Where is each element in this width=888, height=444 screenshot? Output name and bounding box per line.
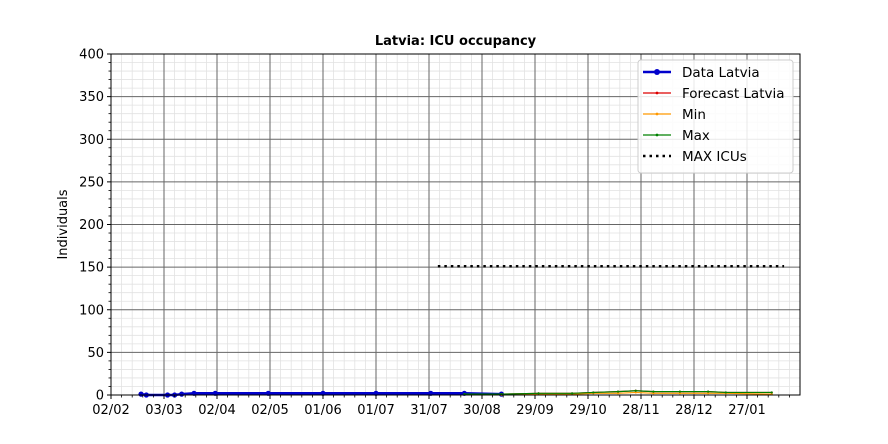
data-point [652, 390, 655, 393]
data-point [616, 390, 620, 393]
series-max [463, 389, 773, 396]
x-tick-label: 02/05 [251, 403, 288, 418]
x-tick-label: 27/01 [728, 403, 765, 418]
legend-entry: MAX ICUs [643, 149, 747, 165]
data-point [678, 392, 681, 395]
data-point [707, 392, 710, 395]
data-point [537, 392, 540, 395]
legend-label: Max [682, 128, 710, 144]
legend-label: Forecast Latvia [682, 86, 785, 102]
legend-marker [655, 91, 659, 95]
x-tick-label: 02/02 [92, 403, 129, 418]
legend-entry: Min [643, 107, 706, 123]
legend-marker [654, 69, 660, 75]
x-tick-label: 02/04 [198, 403, 235, 418]
y-tick-label: 400 [79, 48, 104, 63]
data-point [652, 392, 655, 395]
x-tick-label: 31/07 [410, 403, 447, 418]
series-data-latvia [138, 390, 505, 398]
data-point [707, 390, 710, 393]
legend-marker [655, 112, 659, 116]
x-tick-label: 28/11 [622, 403, 659, 418]
x-tick-label: 30/08 [463, 403, 500, 418]
legend-marker [655, 133, 659, 137]
axis-ticks: 0 50 100 150 200 250 300 350 400 02/02 03/03 02/04 0… [79, 48, 790, 418]
y-tick-label: 150 [79, 261, 104, 276]
x-tick-label: 29/10 [569, 403, 606, 418]
data-point [571, 392, 574, 395]
legend-box [637, 59, 794, 174]
data-point [179, 391, 185, 397]
y-tick-label: 200 [79, 218, 104, 233]
legend: Data Latvia Forecast Latvia Min Max MAX ICUs [637, 59, 794, 174]
data-point [634, 391, 637, 394]
data-point [770, 391, 773, 394]
y-tick-label: 350 [79, 90, 104, 105]
x-tick-label: 29/09 [516, 403, 553, 418]
y-tick-label: 100 [79, 303, 104, 318]
y-tick-label: 50 [87, 346, 104, 361]
y-tick-label: 250 [79, 175, 104, 190]
y-tick-label: 300 [79, 133, 104, 148]
legend-label: Data Latvia [682, 65, 760, 81]
series-layer [138, 265, 785, 398]
legend-entry: Max [643, 128, 710, 144]
x-tick-label: 28/12 [675, 403, 712, 418]
x-tick-label: 01/07 [357, 403, 394, 418]
data-point [724, 391, 727, 394]
data-point [592, 391, 595, 394]
legend-entry: Data Latvia [643, 65, 760, 81]
data-point [678, 390, 681, 393]
legend-label: MAX ICUs [682, 149, 747, 165]
series-line [464, 390, 772, 395]
legend-label: Min [682, 107, 706, 123]
chart-title: Latvia: ICU occupancy [375, 34, 537, 49]
legend-entry: Forecast Latvia [643, 86, 785, 102]
data-point [616, 392, 620, 395]
y-axis-label: Individuals [56, 189, 71, 259]
data-point [634, 389, 637, 392]
x-tick-label: 03/03 [145, 403, 182, 418]
y-tick-label: 0 [96, 389, 104, 404]
x-tick-label: 01/06 [304, 403, 341, 418]
